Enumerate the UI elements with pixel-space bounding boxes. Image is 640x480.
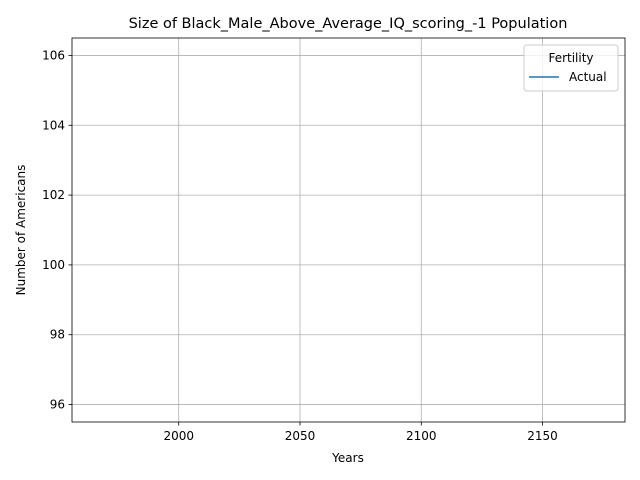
x-axis-ticks: 2000 2050 2100 2150 xyxy=(163,422,558,443)
legend-title: Fertility xyxy=(548,51,593,65)
y-tick-label: 102 xyxy=(42,188,65,202)
x-tick-label: 2050 xyxy=(285,429,316,443)
x-tick-label: 2150 xyxy=(527,429,558,443)
x-axis-label: Years xyxy=(331,451,364,465)
y-tick-label: 96 xyxy=(50,398,65,412)
chart-title: Size of Black_Male_Above_Average_IQ_scor… xyxy=(129,16,568,32)
y-tick-label: 106 xyxy=(42,48,65,62)
legend: Fertility Actual xyxy=(523,44,619,92)
y-tick-label: 100 xyxy=(42,258,65,272)
legend-box xyxy=(523,44,619,92)
y-tick-label: 98 xyxy=(50,328,65,342)
y-tick-label: 104 xyxy=(42,118,65,132)
y-axis-ticks: 96 98 100 102 104 106 xyxy=(42,48,72,412)
plot-area-frame xyxy=(71,37,626,423)
x-tick-label: 2000 xyxy=(163,429,194,443)
x-tick-label: 2100 xyxy=(406,429,437,443)
y-axis-label: Number of Americans xyxy=(14,165,28,296)
legend-label-actual: Actual xyxy=(569,70,607,84)
